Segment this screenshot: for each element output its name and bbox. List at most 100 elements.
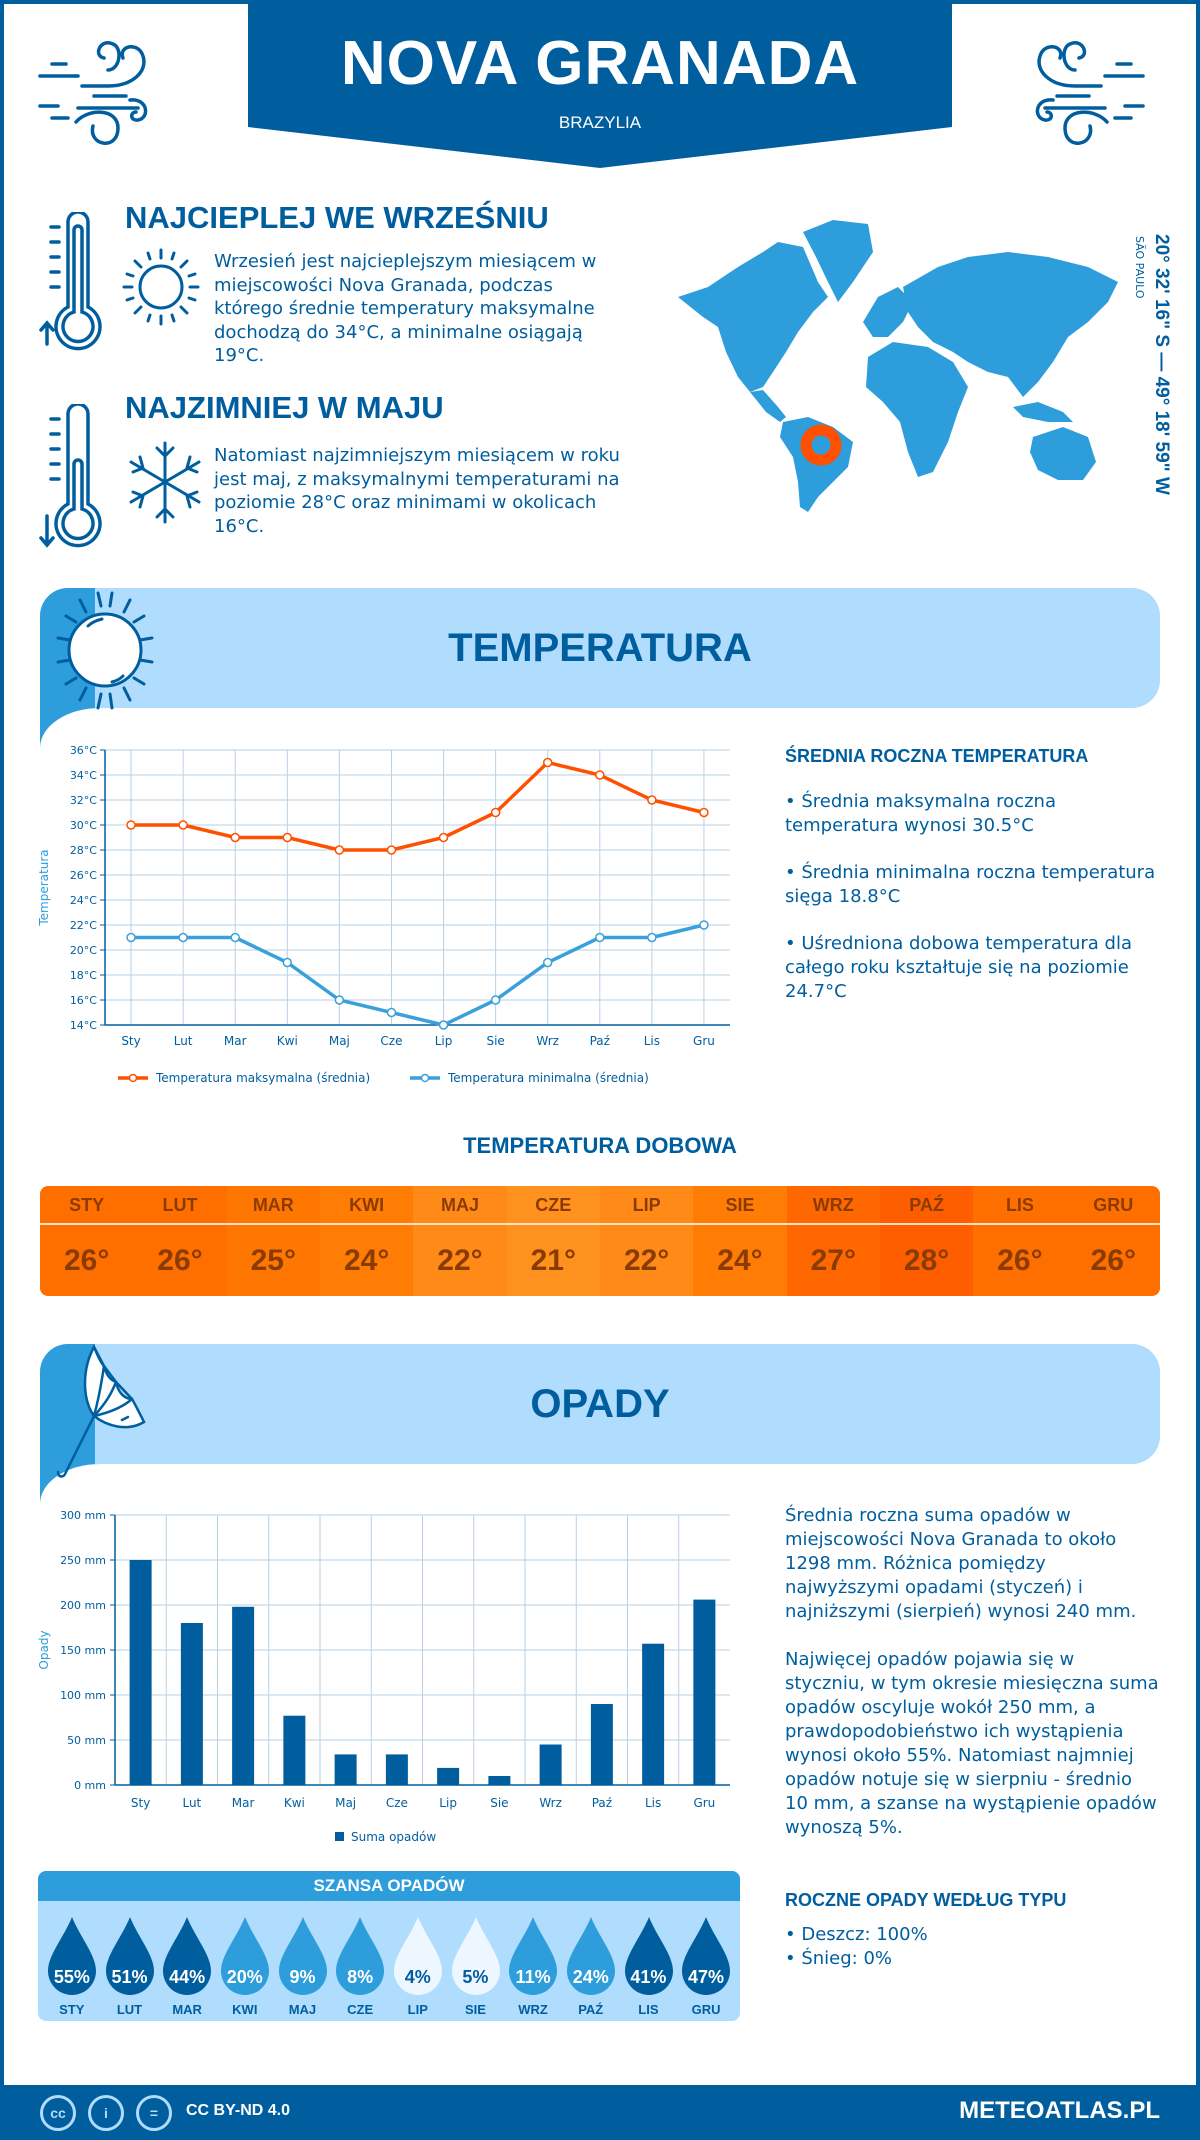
data-point: [699, 920, 709, 930]
daily-temp-cell: LUT 26°: [133, 1186, 227, 1296]
umbrella-icon: [56, 1344, 146, 1478]
text-line: Natomiast najzimniejszym miesiącem w rok…: [214, 445, 620, 466]
bar: [334, 1754, 357, 1785]
x-tick-label: Lut: [174, 1034, 193, 1048]
y-tick-label: 14°C: [70, 1019, 97, 1032]
data-point: [386, 845, 397, 855]
raindrop-icon: [682, 1917, 731, 1995]
precip-summary-1: Średnia roczna suma opadów w miejscowośc…: [785, 1504, 1165, 1624]
precip-chance-item: 4% LIP: [389, 1915, 447, 2017]
month-label: LIS: [973, 1186, 1067, 1225]
header-strip: [40, 1344, 95, 1464]
precip-chance-item: 5% SIE: [447, 1915, 505, 2017]
data-point: [490, 995, 501, 1005]
y-tick-label: 0 mm: [74, 1779, 106, 1792]
raindrop-icon: [48, 1917, 96, 1995]
precip-chance-item: 20% KWI: [216, 1915, 274, 2017]
daily-temp-table: STY 26° LUT 26° MAR 25° KWI 24° MAJ 22° CZE 21° LIP 2…: [40, 1186, 1160, 1296]
data-point: [178, 820, 188, 830]
daily-temp-value: 24°: [343, 1244, 390, 1277]
y-tick-label: 18°C: [70, 969, 97, 982]
sun-large-icon: [56, 591, 154, 710]
data-point: [126, 932, 136, 943]
precip-chance-item: 55% STY: [43, 1915, 101, 2017]
no-derivatives-icon: =: [136, 2095, 172, 2131]
precip-chance-panel: SZANSA OPADÓW 55% STY 51% LUT 44% MAR 20% KWI 9%…: [38, 1871, 740, 2021]
month-label: MAR: [172, 2002, 202, 2017]
text-line: prawdopodobieństwo ich wystąpienia: [785, 1721, 1124, 1742]
daily-temp-cell: GRU 26°: [1066, 1186, 1160, 1296]
x-tick-label: Wrz: [539, 1796, 562, 1810]
month-label: PAŹ: [578, 2002, 604, 2017]
data-point: [542, 957, 553, 968]
precip-chance-drops: 55% STY 51% LUT 44% MAR 20% KWI 9% MAJ 8% CZE 4% LIP 5…: [43, 1915, 735, 2017]
bar: [437, 1767, 460, 1785]
x-tick-label: Lis: [645, 1796, 661, 1810]
legend-marker: [420, 1073, 430, 1083]
license-label[interactable]: CC BY-ND 4.0: [186, 2102, 291, 2119]
text-line: całego roku kształtuje się na poziomie: [785, 957, 1129, 978]
month-label: CZE: [347, 2002, 374, 2017]
temperature-section-header: TEMPERATURA: [40, 588, 1160, 708]
data-point: [230, 832, 240, 843]
y-tick-label: 24°C: [70, 894, 97, 907]
precip-type-title: ROCZNE OPADY WEDŁUG TYPU: [785, 1890, 1067, 1910]
data-point: [178, 932, 188, 943]
month-label: STY: [59, 2002, 85, 2017]
bar: [180, 1623, 203, 1785]
precip-chance-item: 8% CZE: [331, 1915, 389, 2017]
coldest-title: NAJZIMNIEJ W MAJU: [125, 390, 444, 425]
data-point: [438, 1020, 449, 1030]
x-tick-label: Paź: [592, 1796, 612, 1810]
data-point: [595, 932, 605, 943]
daily-temp-cell: CZE 21°: [506, 1186, 600, 1296]
daily-temp-cell: PAŹ 28°: [879, 1186, 974, 1296]
snowflake-icon: [129, 441, 201, 524]
bar: [283, 1715, 306, 1785]
precip-chance-value: 55%: [53, 1967, 90, 1987]
month-label: KWI: [232, 2002, 258, 2017]
x-tick-label: Cze: [380, 1034, 402, 1048]
bar: [642, 1643, 665, 1785]
precip-chance-value: 8%: [347, 1967, 374, 1987]
daily-temp-value: 22°: [437, 1244, 483, 1277]
data-point: [490, 807, 501, 818]
data-point: [334, 845, 345, 855]
bar: [488, 1776, 511, 1785]
month-label: MAJ: [288, 2002, 317, 2017]
x-tick-label: Sty: [131, 1796, 150, 1810]
month-label: LIP: [407, 2002, 428, 2017]
raindrop-icon: [451, 1917, 500, 1995]
raindrop-icon: [566, 1917, 615, 1995]
series-line: [131, 923, 705, 1027]
x-tick-label: Gru: [693, 1796, 715, 1810]
data-point: [542, 757, 553, 768]
x-tick-label: Kwi: [277, 1034, 298, 1048]
text-line: poziomie 28°C oraz minimami w okolicach: [214, 492, 597, 513]
text-line: 10 mm, a szanse na wystąpienie opadów: [785, 1793, 1157, 1814]
data-point: [595, 770, 605, 780]
daily-temp-cell: LIS 26°: [973, 1186, 1067, 1296]
daily-temp-cell: MAJ 22°: [413, 1186, 507, 1296]
daily-temp-title: TEMPERATURA DOBOWA: [463, 1133, 737, 1158]
precip-chance-value: 11%: [515, 1967, 551, 1987]
month-label: GRU: [1066, 1186, 1160, 1225]
text-line: opadów notuje się w sierpniu - średnio: [785, 1769, 1132, 1790]
temperature-section-title: TEMPERATURA: [448, 626, 752, 670]
text-line: • Średnia minimalna roczna temperatura: [785, 862, 1156, 883]
y-tick-label: 20°C: [70, 944, 97, 957]
precip-chance-value: 9%: [289, 1967, 316, 1987]
text-line: dochodzą do 34°C, a minimalne osiągają: [214, 321, 583, 343]
cc-icon: cc: [40, 2095, 76, 2131]
precip-chance-title: SZANSA OPADÓW: [38, 1871, 740, 1901]
x-tick-label: Kwi: [284, 1796, 305, 1810]
data-point: [647, 795, 657, 805]
coordinates: 20° 32' 16" S — 49° 18' 59" W: [1151, 234, 1172, 495]
text-line: • Średnia maksymalna roczna: [785, 791, 1056, 812]
x-tick-label: Mar: [224, 1034, 247, 1048]
text-line: • Uśredniona dobowa temperatura dla: [785, 933, 1133, 954]
month-label: LIS: [638, 2002, 659, 2017]
y-tick-label: 200 mm: [60, 1599, 106, 1612]
coldest-text: Natomiast najzimniejszym miesiącem w rok…: [214, 444, 624, 538]
brand-link[interactable]: METEOATLAS.PL: [959, 2097, 1160, 2124]
